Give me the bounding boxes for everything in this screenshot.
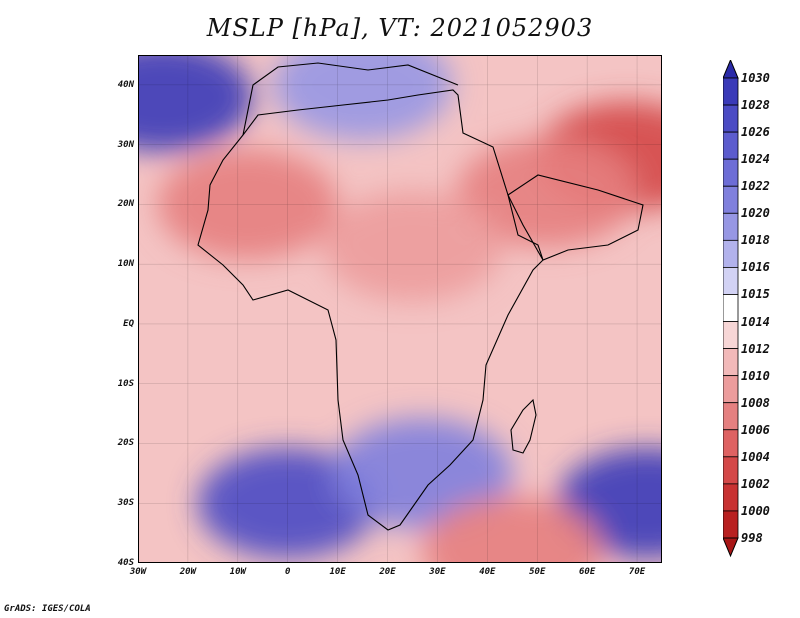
lat-tick-label: 10N [117,259,134,270]
lon-tick-label: 10E [329,567,346,577]
colorbar-swatch [723,294,739,322]
colorbar-swatch [723,131,739,160]
colorbar-swatch [723,212,739,241]
pressure-feature-sahara-heat-low [157,149,338,260]
lat-tick-label: 10S [117,378,134,389]
pressure-feature-sudan-low [322,191,503,302]
colorbar-max-arrow [723,60,739,79]
pressure-feature-mediterranean-ridge [272,55,453,140]
lon-tick-label: 0 [284,567,291,577]
colorbar-swatch [723,429,739,458]
lon-tick-label: 60E [579,567,596,577]
lat-tick-label: 40S [117,558,134,568]
colorbar-swatch [723,267,739,295]
pressure-feature-azores-high [138,55,253,152]
mslp-map [138,55,662,563]
arabia-coastline [507,174,644,261]
europe-coastline [242,62,459,136]
colorbar-label: 998 [741,531,763,545]
colorbar-label: 1026 [741,125,770,140]
colorbar-label: 1008 [741,395,770,410]
lat-tick-label: 20S [117,438,134,449]
colorbar-label: 1020 [741,206,770,221]
africa-coastline [197,89,544,531]
lat-tick-label: 20N [117,199,134,210]
colorbar-swatch [723,483,739,512]
lon-tick-label: 70E [628,567,646,577]
colorbar-swatch [723,158,739,187]
colorbar-label: 1018 [741,233,770,248]
colorbar-label: 1024 [741,152,770,167]
colorbar-swatch [723,77,739,106]
colorbar-label: 1002 [741,476,770,491]
grads-credit: GrADS: IGES/COLA [4,604,91,614]
lat-tick-label: EQ [123,318,134,329]
lon-tick-label: 30E [429,567,446,577]
lon-tick-label: 10W [229,567,246,577]
colorbar-label: 1015 [741,287,770,302]
lon-tick-label: 20E [379,567,396,577]
colorbar-swatch [723,239,739,268]
colorbar-label: 1016 [741,260,770,275]
colorbar-swatch [723,510,739,539]
colorbar-label: 1012 [741,341,770,356]
lon-tick-label: 30W [129,567,147,577]
chart-title: MSLP [hPa], VT: 2021052903 [206,14,594,42]
lon-tick-label: 20W [179,567,197,577]
madagascar-coastline [510,398,537,454]
lat-tick-label: 40N [117,79,134,90]
colorbar-swatch [723,375,739,404]
colorbar-label: 1014 [741,314,770,329]
colorbar [723,60,739,558]
colorbar-label: 1006 [741,422,770,437]
pressure-feature-southwest-indian-ocean-low [422,496,603,563]
lon-tick-label: 50E [529,567,546,577]
graticule [138,55,662,563]
coastlines [197,62,644,531]
colorbar-swatch [723,185,739,214]
colorbar-swatch [723,456,739,485]
colorbar-label: 1010 [741,368,770,383]
colorbar-label: 1030 [741,71,770,85]
lat-tick-label: 30N [117,139,134,150]
lat-tick-label: 30S [117,498,134,509]
lon-tick-label: 40E [479,567,496,577]
colorbar-label: 1028 [741,98,770,113]
map-frame [138,55,662,563]
colorbar-label: 1000 [741,503,770,518]
colorbar-label: 1004 [741,449,770,464]
colorbar-min-arrow [723,537,739,558]
colorbar-swatch [723,321,739,349]
colorbar-swatch [723,104,739,133]
colorbar-label: 1022 [741,179,770,194]
colorbar-swatch [723,402,739,431]
pressure-feature-arabian-heat-low [457,137,638,248]
colorbar-swatch [723,348,739,377]
